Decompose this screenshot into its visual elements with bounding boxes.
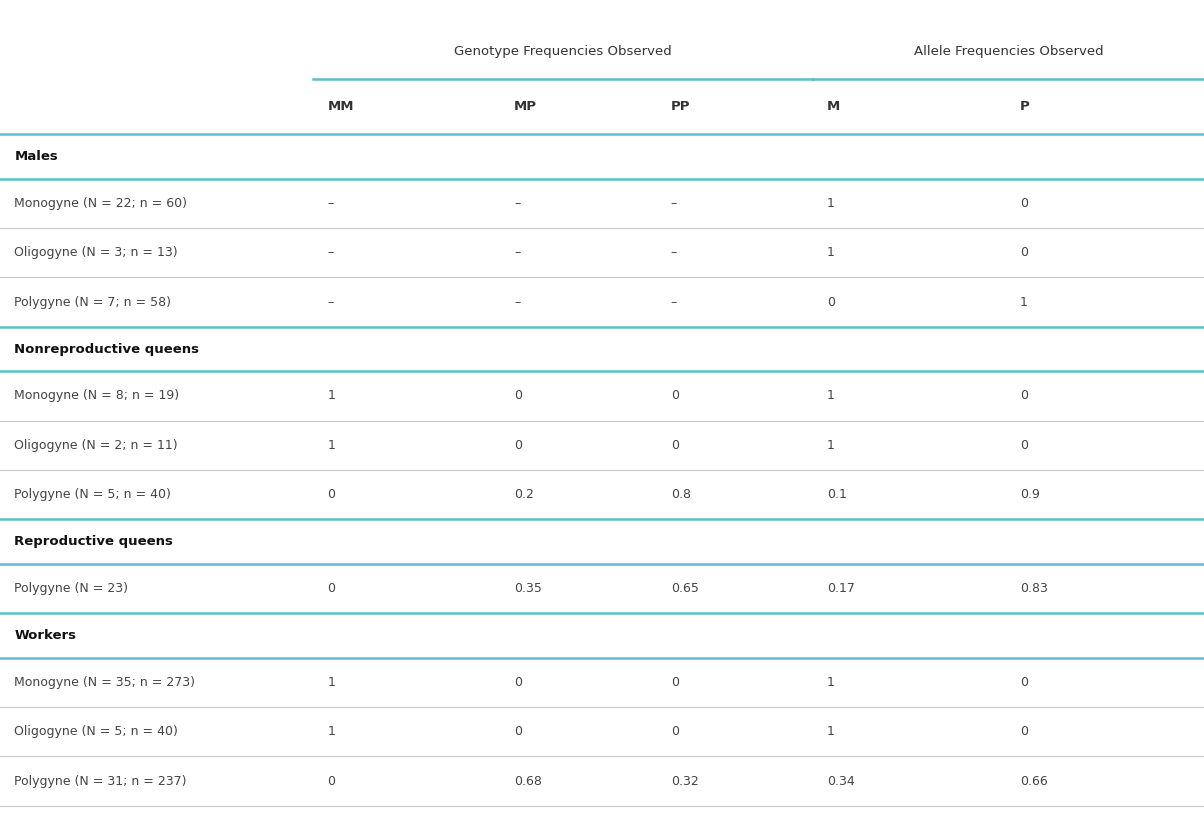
Text: Polygyne (N = 7; n = 58): Polygyne (N = 7; n = 58) (14, 295, 171, 308)
Text: Oligogyne (N = 2; n = 11): Oligogyne (N = 2; n = 11) (14, 438, 178, 452)
Text: 1: 1 (327, 726, 336, 738)
Text: Monogyne (N = 35; n = 273): Monogyne (N = 35; n = 273) (14, 676, 195, 689)
Text: 0: 0 (514, 438, 523, 452)
Text: 1: 1 (327, 389, 336, 402)
Text: 0: 0 (671, 676, 679, 689)
Text: Males: Males (14, 150, 58, 163)
Text: 1: 1 (827, 389, 836, 402)
Text: 0: 0 (1020, 676, 1028, 689)
Text: 0.8: 0.8 (671, 488, 691, 501)
Text: 0.83: 0.83 (1020, 582, 1047, 595)
Text: 0: 0 (1020, 246, 1028, 259)
Text: 1: 1 (827, 726, 836, 738)
Text: 0.17: 0.17 (827, 582, 855, 595)
Text: Oligogyne (N = 3; n = 13): Oligogyne (N = 3; n = 13) (14, 246, 178, 259)
Text: –: – (671, 246, 677, 259)
Text: Reproductive queens: Reproductive queens (14, 535, 173, 548)
Text: Workers: Workers (14, 629, 76, 642)
Text: 0.66: 0.66 (1020, 775, 1047, 788)
Text: –: – (327, 197, 334, 210)
Text: 1: 1 (327, 438, 336, 452)
Text: Monogyne (N = 8; n = 19): Monogyne (N = 8; n = 19) (14, 389, 179, 402)
Text: –: – (671, 295, 677, 308)
Text: 0: 0 (514, 389, 523, 402)
Text: 0.32: 0.32 (671, 775, 698, 788)
Text: 1: 1 (827, 197, 836, 210)
Text: 0: 0 (671, 438, 679, 452)
Text: 1: 1 (827, 676, 836, 689)
Text: –: – (514, 246, 520, 259)
Text: 0: 0 (327, 582, 336, 595)
Text: 0.68: 0.68 (514, 775, 542, 788)
Text: 0: 0 (1020, 726, 1028, 738)
Text: 0: 0 (327, 775, 336, 788)
Text: Polygyne (N = 31; n = 237): Polygyne (N = 31; n = 237) (14, 775, 187, 788)
Text: –: – (327, 295, 334, 308)
Text: M: M (827, 101, 840, 113)
Text: P: P (1020, 101, 1029, 113)
Text: 1: 1 (1020, 295, 1028, 308)
Text: Nonreproductive queens: Nonreproductive queens (14, 343, 200, 356)
Text: 1: 1 (327, 676, 336, 689)
Text: –: – (514, 197, 520, 210)
Text: PP: PP (671, 101, 690, 113)
Text: 0: 0 (514, 726, 523, 738)
Text: 0: 0 (1020, 389, 1028, 402)
Text: –: – (327, 246, 334, 259)
Text: Polygyne (N = 23): Polygyne (N = 23) (14, 582, 129, 595)
Text: 0: 0 (1020, 438, 1028, 452)
Text: 0: 0 (1020, 197, 1028, 210)
Text: 0.2: 0.2 (514, 488, 535, 501)
Text: 0: 0 (514, 676, 523, 689)
Text: Polygyne (N = 5; n = 40): Polygyne (N = 5; n = 40) (14, 488, 171, 501)
Text: Allele Frequencies Observed: Allele Frequencies Observed (914, 46, 1103, 58)
Text: –: – (514, 295, 520, 308)
Text: 0.1: 0.1 (827, 488, 848, 501)
Text: MP: MP (514, 101, 537, 113)
Text: 0: 0 (671, 726, 679, 738)
Text: Genotype Frequencies Observed: Genotype Frequencies Observed (454, 46, 672, 58)
Text: 0: 0 (827, 295, 836, 308)
Text: MM: MM (327, 101, 354, 113)
Text: Monogyne (N = 22; n = 60): Monogyne (N = 22; n = 60) (14, 197, 188, 210)
Text: 0: 0 (327, 488, 336, 501)
Text: 0.35: 0.35 (514, 582, 542, 595)
Text: 1: 1 (827, 438, 836, 452)
Text: 0.34: 0.34 (827, 775, 855, 788)
Text: 0.65: 0.65 (671, 582, 698, 595)
Text: –: – (671, 197, 677, 210)
Text: 0.9: 0.9 (1020, 488, 1040, 501)
Text: Oligogyne (N = 5; n = 40): Oligogyne (N = 5; n = 40) (14, 726, 178, 738)
Text: 0: 0 (671, 389, 679, 402)
Text: 1: 1 (827, 246, 836, 259)
